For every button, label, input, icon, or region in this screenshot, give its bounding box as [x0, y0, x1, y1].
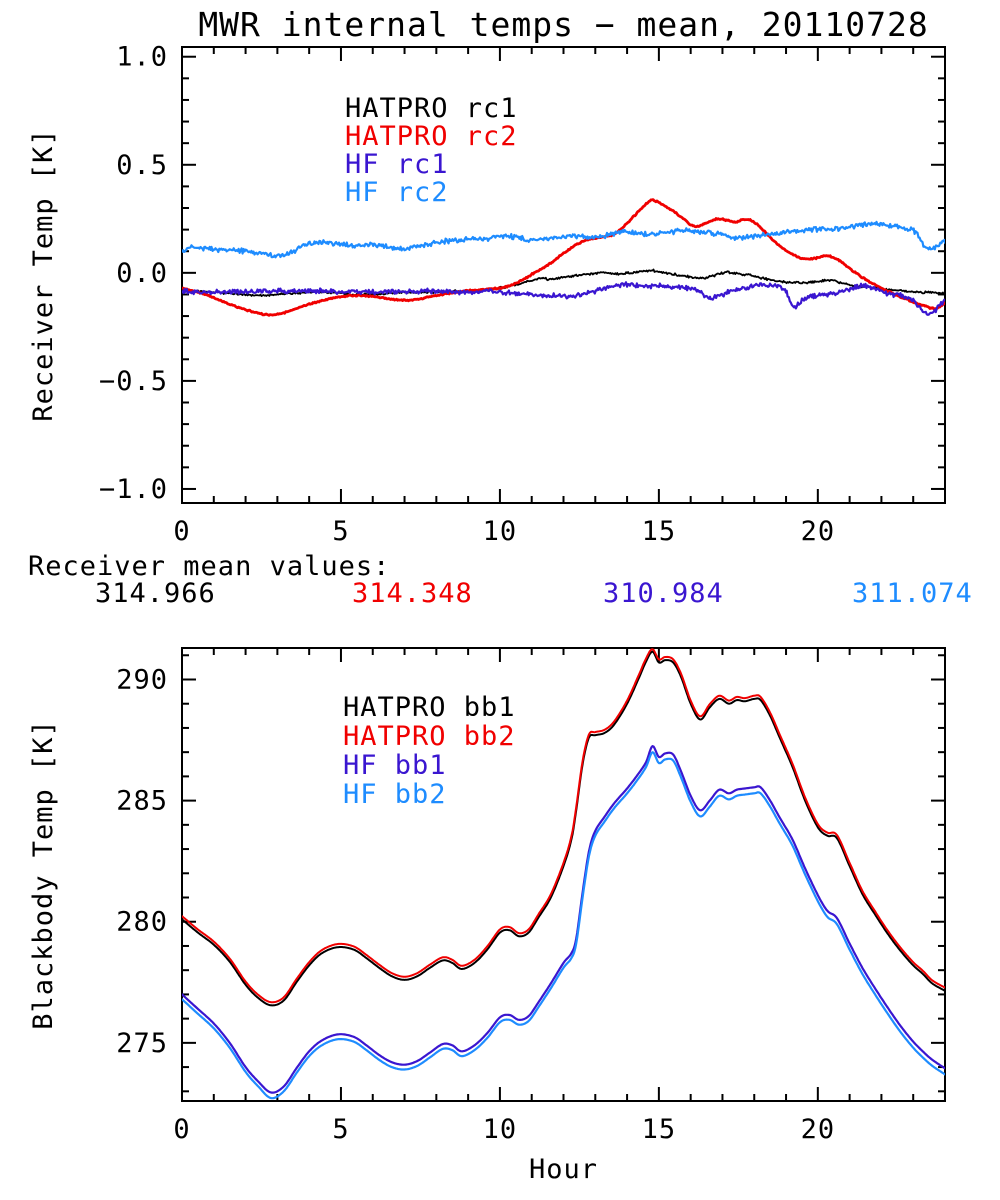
series-hf-bb1 — [182, 745, 945, 1094]
panel-frame — [181, 647, 946, 1102]
x-tick-label: 15 — [642, 1114, 677, 1145]
tick-labels: 0 5 10 15 20 −1.0 −0.5 0.0 0.5 1.0 — [99, 42, 836, 547]
legend-hf-rc2: HF rc2 — [345, 177, 449, 208]
blackbody-temp-panel: 0 5 10 15 20 275 280 285 290 Blackbody Temp [K] Ho… — [28, 647, 946, 1185]
x-tick-label: 0 — [173, 516, 190, 547]
y-tick-label: 275 — [116, 1028, 168, 1059]
receiver-means-label: Receiver mean values: — [28, 551, 391, 582]
tick-labels: 0 5 10 15 20 275 280 285 290 — [116, 664, 836, 1145]
legend-hf-bb1: HF bb1 — [343, 750, 447, 781]
series-hatpro-bb1 — [182, 650, 945, 1007]
y-tick-label: 290 — [116, 664, 168, 695]
legend-hatpro-bb1: HATPRO bb1 — [343, 692, 516, 723]
y-tick-label: 1.0 — [116, 42, 168, 73]
x-tick-label: 5 — [332, 516, 349, 547]
receiver-mean-hatpro-rc1: 314.966 — [95, 578, 216, 609]
receiver-mean-hatpro-rc2: 314.348 — [352, 578, 473, 609]
panel-frame — [181, 46, 946, 504]
series-hf-rc1 — [182, 281, 945, 316]
series-hf-rc2 — [182, 220, 945, 259]
y-tick-label: 0.5 — [116, 150, 168, 181]
axis-ticks — [181, 47, 946, 503]
receiver-mean-hf-rc2: 311.074 — [852, 578, 973, 609]
figure-title: MWR internal temps − mean, 20110728 — [198, 5, 929, 44]
x-tick-label: 10 — [483, 1114, 518, 1145]
legend-hatpro-rc1: HATPRO rc1 — [345, 93, 518, 124]
series-hatpro-rc2 — [182, 198, 945, 317]
legend-hf-rc1: HF rc1 — [345, 149, 449, 180]
x-tick-label: 0 — [173, 1114, 190, 1145]
x-tick-label: 15 — [642, 516, 677, 547]
y-tick-label: 280 — [116, 907, 168, 938]
legend-hatpro-rc2: HATPRO rc2 — [345, 121, 518, 152]
y-axis-label: Blackbody Temp [K] — [28, 719, 59, 1030]
x-tick-label: 10 — [483, 516, 518, 547]
receiver-mean-hf-rc1: 310.984 — [603, 578, 724, 609]
y-tick-label: −1.0 — [99, 474, 168, 505]
x-axis-label: Hour — [529, 1154, 598, 1185]
x-tick-label: 20 — [801, 1114, 836, 1145]
y-axis-label: Receiver Temp [K] — [28, 128, 59, 421]
y-tick-label: 285 — [116, 786, 168, 817]
receiver-temp-panel: 0 5 10 15 20 −1.0 −0.5 0.0 0.5 1.0 Receiver Temp [… — [28, 42, 946, 547]
y-tick-label: −0.5 — [99, 366, 168, 397]
x-tick-label: 5 — [332, 1114, 349, 1145]
legend-hatpro-bb2: HATPRO bb2 — [343, 721, 516, 752]
x-tick-label: 20 — [801, 516, 836, 547]
axis-ticks — [181, 648, 946, 1101]
y-tick-label: 0.0 — [116, 258, 168, 289]
legend-hf-bb2: HF bb2 — [343, 779, 447, 810]
series-hf-bb2 — [182, 751, 945, 1100]
series-hatpro-bb2 — [182, 648, 945, 1004]
